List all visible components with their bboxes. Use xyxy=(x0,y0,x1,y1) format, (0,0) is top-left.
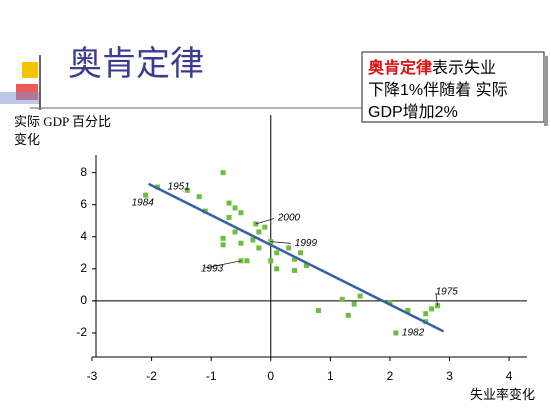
point xyxy=(256,245,262,251)
point xyxy=(226,215,232,221)
x-tick-label: 0 xyxy=(267,369,274,383)
x-axis-label: 失业率变化 xyxy=(470,387,535,402)
point xyxy=(351,301,357,307)
point xyxy=(345,312,351,318)
point xyxy=(220,170,226,176)
point xyxy=(274,266,280,272)
point xyxy=(220,242,226,248)
point xyxy=(250,237,256,243)
point xyxy=(405,308,411,314)
annotation-leader xyxy=(255,218,274,225)
point xyxy=(232,205,238,211)
y-tick-label: 0 xyxy=(80,293,87,307)
annotation: 2000 xyxy=(277,213,301,224)
point xyxy=(387,299,393,305)
point xyxy=(292,267,298,273)
x-tick-label: -2 xyxy=(146,369,157,383)
fit-line xyxy=(148,182,445,333)
y-tick-label: 6 xyxy=(80,197,87,211)
x-tick-label: -3 xyxy=(87,369,98,383)
annotation: 1975 xyxy=(436,286,459,297)
point xyxy=(393,330,399,336)
annotation: 1999 xyxy=(295,238,318,249)
point xyxy=(238,210,244,216)
point xyxy=(256,229,262,235)
point xyxy=(298,250,304,256)
y-tick-label: -2 xyxy=(76,325,87,339)
y-tick-label: 4 xyxy=(80,229,87,243)
point xyxy=(262,224,268,230)
point xyxy=(429,306,435,312)
point xyxy=(292,256,298,262)
deco-square xyxy=(0,92,40,104)
point xyxy=(238,240,244,246)
x-tick-label: 1 xyxy=(327,369,334,383)
point xyxy=(196,194,202,200)
y-tick-label: 8 xyxy=(80,165,87,179)
slide-title: 奥肯定律 xyxy=(68,45,204,83)
note-shadow xyxy=(544,56,548,126)
note-line: 奥肯定律表示失业 xyxy=(368,58,496,77)
note-text: 表示失业 xyxy=(432,59,496,77)
point xyxy=(339,296,345,302)
y-tick-label: 2 xyxy=(80,261,87,275)
point xyxy=(220,235,226,241)
y-axis-label: 变化 xyxy=(14,132,40,147)
annotation: 1951 xyxy=(168,182,190,193)
note-text: GDP增加2% xyxy=(368,103,458,121)
point xyxy=(226,200,232,206)
point xyxy=(423,311,429,317)
note-text: 下降1%伴随着 实际 xyxy=(368,81,508,99)
point xyxy=(315,308,321,314)
note-box xyxy=(361,51,545,123)
annotation-leader xyxy=(204,260,242,269)
note-highlight: 奥肯定律 xyxy=(368,58,432,77)
point xyxy=(143,192,149,198)
point xyxy=(286,245,292,251)
x-tick-label: -1 xyxy=(206,369,217,383)
x-tick-label: 3 xyxy=(446,369,453,383)
annotation: 1982 xyxy=(402,328,425,339)
x-tick-label: 2 xyxy=(387,369,394,383)
annotation: 1984 xyxy=(132,198,155,209)
annotation: 1993 xyxy=(201,263,224,274)
annotation-leader xyxy=(435,293,438,306)
point xyxy=(274,250,280,256)
y-axis-label: 实际 GDP 百分比 xyxy=(14,114,111,129)
point xyxy=(232,229,238,235)
annotation-leader xyxy=(270,241,291,244)
point xyxy=(304,263,310,269)
point xyxy=(184,187,190,193)
point xyxy=(268,258,274,264)
deco-square xyxy=(22,62,38,78)
point xyxy=(357,293,363,299)
x-tick-label: 4 xyxy=(506,369,513,383)
point xyxy=(244,258,250,264)
